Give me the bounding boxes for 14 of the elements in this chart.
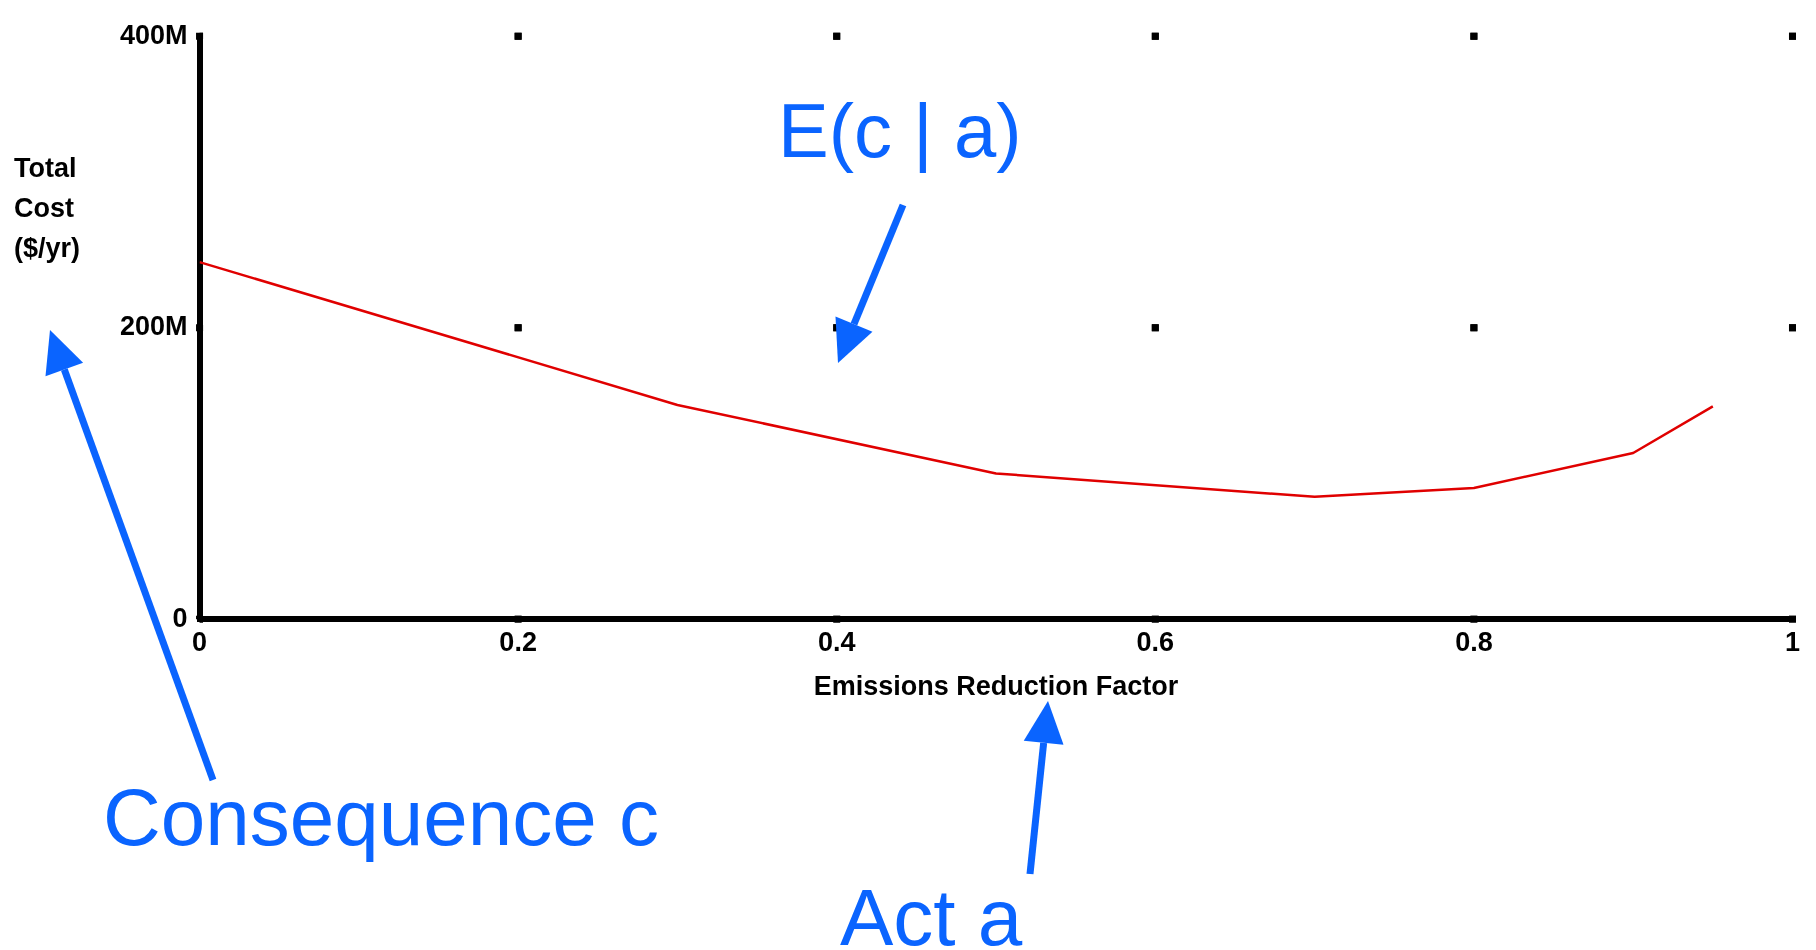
y-tick-label: 0 — [172, 602, 188, 633]
annotation: E(c | a) — [778, 88, 1022, 173]
y-tick-label: 200M — [119, 311, 188, 342]
text: Consequence c — [103, 773, 659, 862]
y-axis-title: Total Cost ($/yr) — [14, 152, 82, 265]
text: Act a — [840, 873, 1023, 950]
y-tick-label: 400M — [119, 19, 188, 50]
x-tick-label: 0.6 — [1136, 626, 1175, 657]
x-tick-label: 0.8 — [1455, 626, 1493, 657]
x-tick-label: 0.2 — [499, 626, 537, 657]
x-tick-label: 1 — [1784, 626, 1801, 657]
x-tick-label: 0 — [192, 626, 208, 657]
x-tick-label: 0.4 — [817, 626, 856, 657]
x-axis-title: Emissions Reduction Factor — [813, 671, 1179, 702]
